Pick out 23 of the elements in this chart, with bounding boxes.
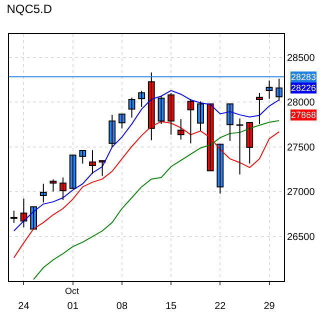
candlestick <box>69 154 76 189</box>
y-tick-label: 26500 <box>287 232 316 243</box>
ref-line-label: 28283 <box>291 72 316 82</box>
chart-title: NQC5.D <box>6 2 52 16</box>
text: Oct <box>65 286 80 296</box>
x-tick-label: 08 <box>116 301 128 312</box>
y-tick-label: 28000 <box>287 98 316 109</box>
x-tick-label: 29 <box>264 301 276 312</box>
candlestick <box>30 206 37 230</box>
candlestick <box>79 150 86 164</box>
y-tick-label: 28500 <box>287 52 316 64</box>
text: 27868 <box>291 110 316 120</box>
candlestick <box>118 114 126 129</box>
y-tick-label: 27000 <box>287 187 316 198</box>
x-tick-label: 01 <box>67 301 79 312</box>
y-tick-label: 27500 <box>287 142 316 154</box>
text: 28226 <box>291 83 316 93</box>
line-series <box>13 90 280 232</box>
x-tick-label: 24 <box>18 301 30 312</box>
line-series <box>33 120 280 280</box>
x-tick-label: 15 <box>165 301 178 312</box>
candlestick <box>138 90 146 108</box>
x-tick-label: 22 <box>214 301 226 312</box>
